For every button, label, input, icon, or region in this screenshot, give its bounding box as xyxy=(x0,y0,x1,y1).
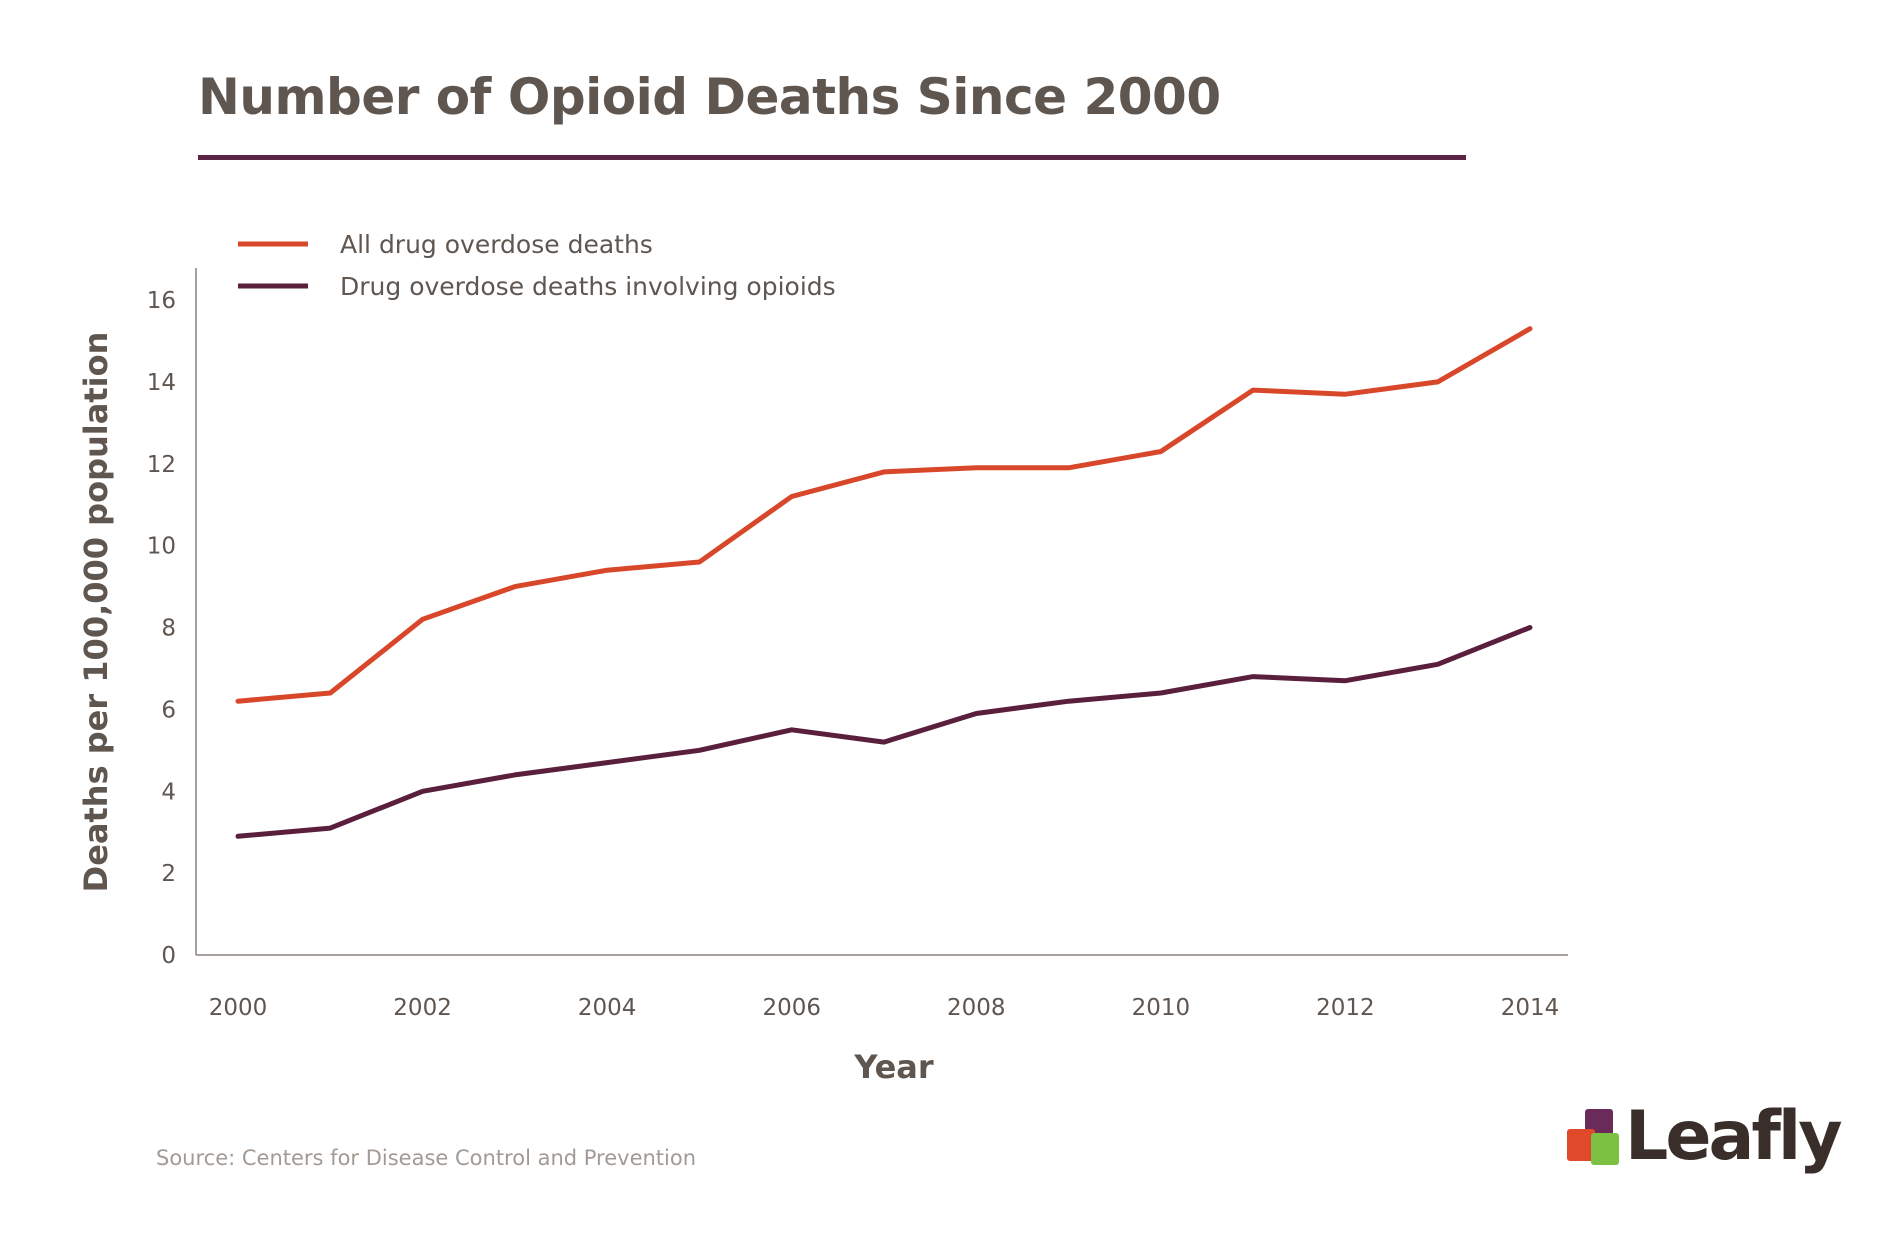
leafly-logo: Leafly xyxy=(1567,1097,1843,1185)
y-axis-title: Deaths per 100,000 population xyxy=(77,332,115,893)
y-tick-label: 6 xyxy=(161,697,176,723)
x-tick-label: 2012 xyxy=(1316,995,1375,1021)
x-axis-title: Year xyxy=(853,1048,934,1086)
logo-square-green xyxy=(1591,1133,1619,1165)
y-tick-label: 8 xyxy=(161,616,176,642)
series-line-0 xyxy=(235,326,1533,704)
x-tick-label: 2006 xyxy=(762,995,821,1021)
title-underline xyxy=(198,155,1466,160)
x-tick-label: 2000 xyxy=(209,995,268,1021)
legend-label-1: Drug overdose deaths involving opioids xyxy=(340,272,836,301)
x-tick-label: 2002 xyxy=(393,995,452,1021)
y-tick-label: 2 xyxy=(161,861,176,887)
y-tick-label: 12 xyxy=(147,452,176,478)
logo-wordmark: Leafly xyxy=(1625,1097,1843,1176)
chart-axes xyxy=(195,268,1568,956)
x-tick-label: 2014 xyxy=(1501,995,1560,1021)
x-tick-label: 2004 xyxy=(578,995,637,1021)
chart-title: Number of Opioid Deaths Since 2000 xyxy=(198,68,1221,126)
x-tick-label: 2010 xyxy=(1132,995,1191,1021)
x-tick-labels: 2000 2002 2004 2006 2008 2010 2012 2014 xyxy=(209,995,1560,1021)
series-line-1 xyxy=(235,625,1533,839)
y-tick-label: 0 xyxy=(161,943,176,969)
y-tick-label: 4 xyxy=(161,779,176,805)
legend-label-0: All drug overdose deaths xyxy=(340,230,653,259)
y-tick-labels: 0 2 4 6 8 10 12 14 16 xyxy=(147,288,176,969)
legend: All drug overdose deaths Drug overdose de… xyxy=(238,230,836,301)
y-tick-label: 10 xyxy=(147,534,176,560)
series-lines xyxy=(235,326,1533,839)
logo-square-red xyxy=(1567,1129,1595,1161)
source-note: Source: Centers for Disease Control and … xyxy=(156,1146,697,1170)
y-tick-label: 14 xyxy=(147,370,176,396)
x-tick-label: 2008 xyxy=(947,995,1006,1021)
y-tick-label: 16 xyxy=(147,288,176,314)
